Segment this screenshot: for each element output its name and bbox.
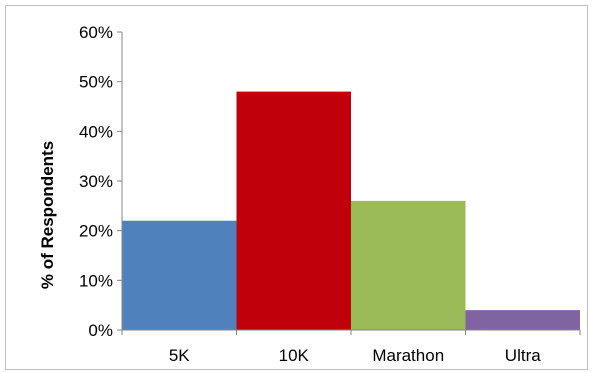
bar-10k (236, 91, 351, 330)
bars-group (122, 91, 580, 330)
y-axis: 0% 10% 20% 30% 40% 50% 60% (79, 23, 123, 340)
y-tick-label: 0% (88, 321, 113, 340)
x-category-label: Marathon (372, 346, 444, 365)
x-category-label: 10K (279, 346, 310, 365)
x-category-label: 5K (169, 346, 190, 365)
y-tick-label: 40% (79, 122, 113, 141)
y-tick-label: 20% (79, 222, 113, 241)
y-tick-label: 60% (79, 23, 113, 42)
y-tick-label: 10% (79, 271, 113, 290)
y-tick-label: 50% (79, 73, 113, 92)
bar-marathon (351, 200, 466, 330)
bar-ultra (465, 310, 580, 330)
y-tick-label: 30% (79, 172, 113, 191)
bar-5k (122, 220, 237, 330)
x-category-label: Ultra (505, 346, 541, 365)
x-axis: 5K 10K Marathon Ultra (121, 329, 581, 365)
y-axis-title: % of Respondents (38, 141, 57, 289)
